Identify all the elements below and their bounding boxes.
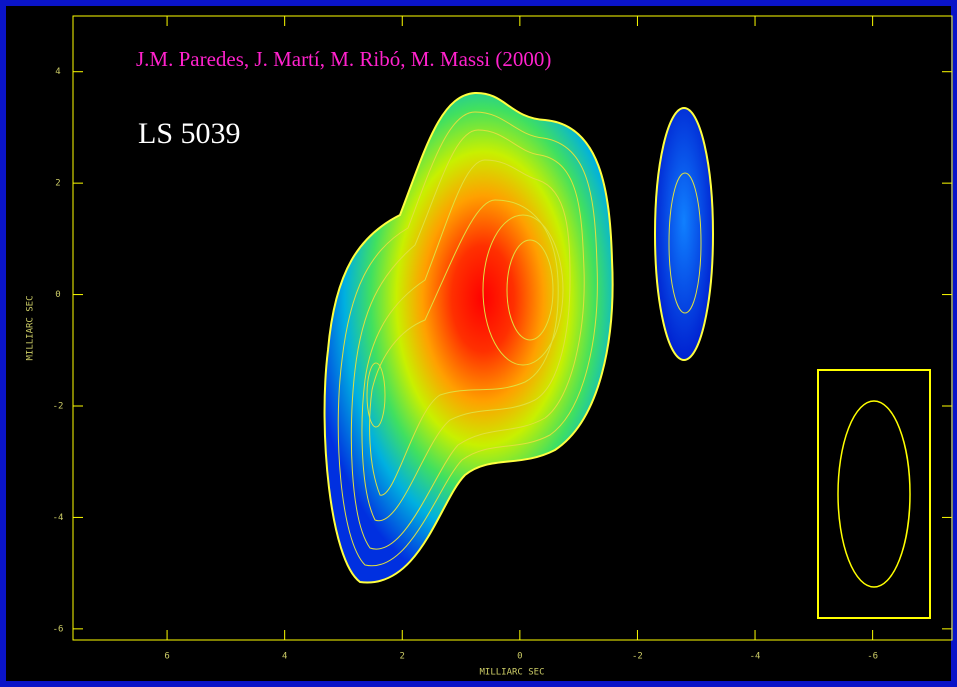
axes-frame [72,15,953,641]
y-tick-label: -4 [53,513,64,523]
y-axis-label: MILLIARC SEC [26,295,36,360]
y-tick-label: -2 [53,402,64,412]
contour-region [323,91,614,584]
beam-box [817,369,931,619]
x-axis-label: MILLIARC SEC [479,668,544,678]
beam-ellipse [837,400,911,588]
contour-line [366,362,386,428]
x-tick-label: 2 [400,652,405,662]
chart-title: J.M. Paredes, J. Martí, M. Ribó, M. Mass… [136,47,551,71]
contour-line [350,129,585,550]
y-tick-label: 0 [55,290,60,300]
x-tick-label: -6 [867,652,878,662]
x-tick-label: 6 [164,652,169,662]
contour-line [506,239,554,341]
contour-line [668,172,702,314]
y-tick-label: 4 [55,67,60,77]
contour-map [323,91,714,584]
contour-line [482,214,564,366]
contour-region [654,107,714,361]
contour-line [361,159,571,522]
y-tick-label: -6 [53,624,64,634]
x-tick-label: -2 [632,652,643,662]
y-tick-label: 2 [55,179,60,189]
contour-line [337,111,598,567]
contour-line [369,199,559,496]
source-label: LS 5039 [138,117,241,150]
x-tick-label: -4 [750,652,761,662]
x-tick-label: 4 [282,652,287,662]
x-tick-label: 0 [517,652,522,662]
